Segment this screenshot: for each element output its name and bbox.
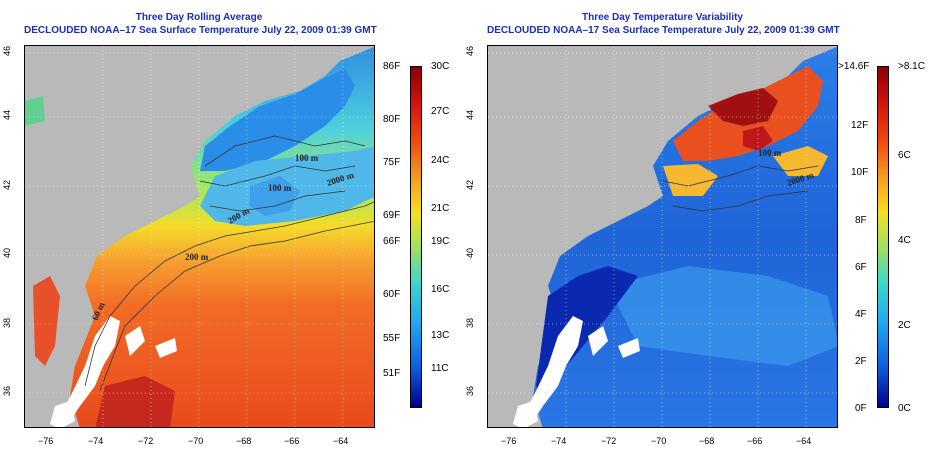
cloud-patches: [523, 316, 583, 421]
colorbar-f-label: 4F: [855, 309, 867, 320]
x-tick: −72: [138, 436, 154, 446]
colorbar-f-label: 51F: [383, 368, 401, 379]
x-tick: −66: [284, 436, 300, 446]
colorbar-f-label: 6F: [855, 262, 867, 273]
y-tick: 38: [2, 317, 13, 329]
y-tick: 40: [2, 247, 13, 259]
left-map[interactable]: 100 m 2000 m 100 m 200 m 200 m 60 m: [24, 45, 375, 428]
y-tick: 42: [2, 179, 13, 191]
colorbar-f-label: 2F: [855, 356, 867, 367]
left-subtitle: DECLOUDED NOAA–17 Sea Surface Temperatur…: [24, 25, 377, 36]
colorbar-c-label: 0C: [898, 403, 911, 414]
x-tick: −70: [188, 436, 204, 446]
sst-colorbar: [410, 66, 422, 408]
colorbar-f-label: 60F: [383, 289, 401, 300]
colorbar-f-label: 12F: [851, 120, 869, 131]
colorbar-c-label: >8.1C: [898, 61, 925, 72]
colorbar-f-label: >14.6F: [838, 61, 870, 72]
grid-lines: [488, 46, 837, 427]
y-tick: 40: [465, 247, 476, 259]
colorbar-c-label: 16C: [431, 284, 450, 295]
y-tick: 38: [465, 317, 476, 329]
x-tick: −76: [501, 436, 517, 446]
colorbar-f-label: 75F: [383, 157, 401, 168]
contour-label: 100 m: [295, 153, 319, 163]
y-tick: 42: [465, 179, 476, 191]
colorbar-c-label: 13C: [431, 330, 450, 341]
contour-label: 100 m: [268, 183, 292, 193]
colorbar-c-label: 21C: [431, 203, 450, 214]
colorbar-f-label: 0F: [855, 403, 867, 414]
left-title: Three Day Rolling Average: [135, 12, 263, 23]
colorbar-f-label: 8F: [855, 215, 867, 226]
x-tick: −74: [88, 436, 104, 446]
sst-average-map-svg: 100 m 2000 m 100 m 200 m 200 m 60 m: [25, 46, 374, 427]
grid-lines: [25, 46, 374, 427]
contour-label: 200 m: [185, 252, 209, 262]
colorbar-c-label: 4C: [898, 235, 911, 246]
x-tick: −68: [699, 436, 715, 446]
x-tick: −68: [236, 436, 252, 446]
colorbar-f-label: 66F: [383, 236, 401, 247]
x-tick: −64: [796, 436, 812, 446]
x-tick: −76: [38, 436, 54, 446]
colorbar-c-label: 24C: [431, 155, 450, 166]
x-tick: −74: [551, 436, 567, 446]
x-tick: −70: [651, 436, 667, 446]
y-tick: 36: [465, 385, 476, 397]
variability-colorbar: [877, 66, 889, 408]
colorbar-c-label: 27C: [431, 106, 450, 117]
colorbar-c-label: 6C: [898, 150, 911, 161]
y-tick: 46: [2, 45, 13, 57]
contour-label: 100 m: [758, 148, 782, 158]
colorbar-f-label: 86F: [383, 61, 401, 72]
x-tick: −64: [333, 436, 349, 446]
colorbar-f-label: 10F: [851, 167, 869, 178]
x-tick: −72: [601, 436, 617, 446]
y-tick: 36: [2, 385, 13, 397]
colorbar-f-label: 55F: [383, 333, 401, 344]
right-subtitle: DECLOUDED NOAA–17 Sea Surface Temperatur…: [487, 25, 840, 36]
y-tick: 46: [465, 45, 476, 57]
right-title: Three Day Temperature Variability: [582, 12, 743, 23]
y-tick: 44: [2, 109, 13, 121]
bathymetry-contours: [84, 135, 374, 392]
colorbar-c-label: 2C: [898, 320, 911, 331]
colorbar-c-label: 19C: [431, 236, 450, 247]
y-tick: 44: [465, 109, 476, 121]
x-tick: −66: [747, 436, 763, 446]
colorbar-c-label: 11C: [431, 363, 449, 374]
bathymetry-contours: [662, 165, 819, 212]
sst-variability-map-svg: 2000 m 100 m: [488, 46, 837, 427]
colorbar-f-label: 69F: [383, 210, 401, 221]
colorbar-c-label: 30C: [431, 61, 450, 72]
cloud-patches: [60, 316, 120, 421]
right-map[interactable]: 2000 m 100 m: [487, 45, 838, 428]
colorbar-f-label: 80F: [383, 114, 401, 125]
